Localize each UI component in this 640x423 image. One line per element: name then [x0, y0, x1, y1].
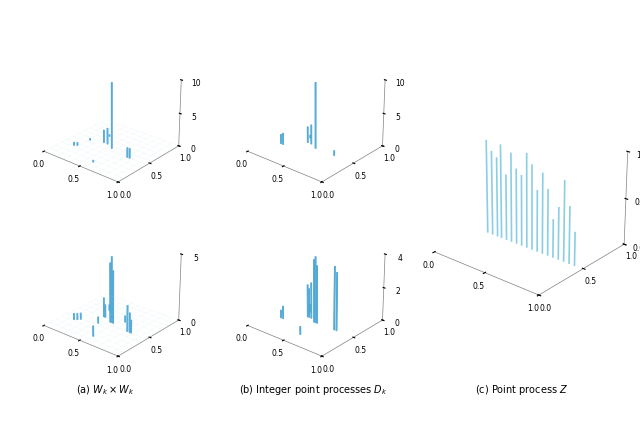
Text: (a) $W_k \times W_k$: (a) $W_k \times W_k$ [76, 384, 135, 397]
Text: (c) Point process $Z$: (c) Point process $Z$ [475, 383, 568, 397]
Text: (b) Integer point processes $D_k$: (b) Integer point processes $D_k$ [239, 383, 388, 397]
